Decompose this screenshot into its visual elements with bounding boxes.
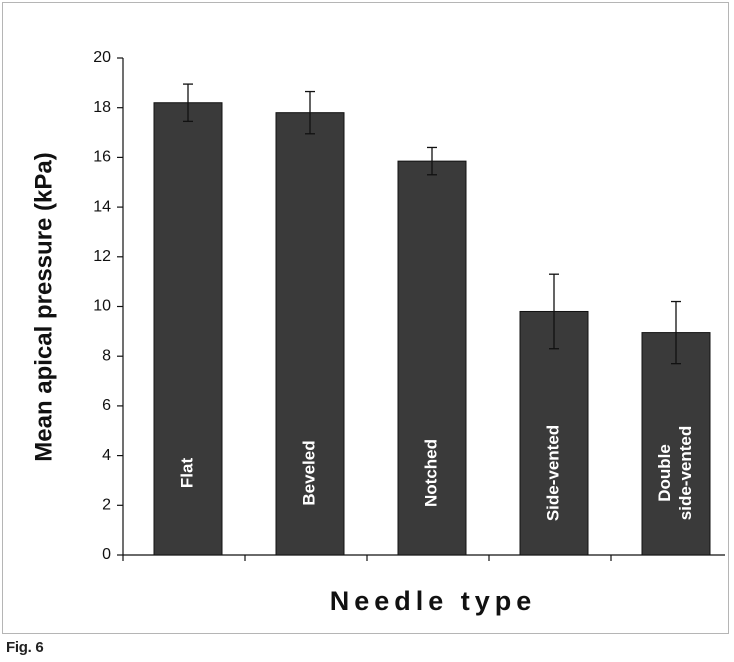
bar-label: Side-vented <box>543 425 562 521</box>
bar <box>519 310 589 556</box>
bar-labels: Flat Beveled Notched Side-vented Double side-… <box>177 425 695 521</box>
bar-label-line: Beveled <box>299 440 318 505</box>
bar-label-line: Notched <box>421 439 440 507</box>
bar-chart: 0 2 4 6 8 10 12 14 16 18 20 Flat Beveled Notched Side… <box>30 49 725 616</box>
y-tick-label: 16 <box>93 149 111 166</box>
bar <box>275 112 345 556</box>
bar-label: Notched <box>421 439 440 507</box>
bars <box>153 102 711 556</box>
bar <box>397 160 467 556</box>
y-tick-label: 4 <box>102 447 111 464</box>
bar-label: Double side-vented <box>655 426 695 520</box>
bar-label-line: side-vented <box>676 426 695 520</box>
bar-label-line: Side-vented <box>543 425 562 521</box>
bar-label-line: Flat <box>177 458 196 489</box>
y-tick-label: 14 <box>93 198 111 215</box>
y-tick-label: 2 <box>102 497 111 514</box>
bar <box>153 102 223 556</box>
y-axis-title: Mean apical pressure (kPa) <box>30 152 57 461</box>
y-axis-ticks: 0 2 4 6 8 10 12 14 16 18 20 <box>93 49 612 563</box>
y-tick-label: 6 <box>102 397 111 414</box>
error-bars <box>183 83 681 365</box>
y-tick-label: 0 <box>102 546 111 563</box>
y-tick-label: 10 <box>93 298 111 315</box>
bar-label-line: Double <box>655 444 674 502</box>
figure-frame <box>2 2 729 634</box>
y-tick-label: 18 <box>93 99 111 116</box>
x-axis-title: Needle type <box>330 586 537 616</box>
y-tick-label: 12 <box>93 248 111 265</box>
y-tick-label: 20 <box>93 49 111 66</box>
bar-label: Flat <box>177 458 196 489</box>
figure-caption: Fig. 6 <box>6 639 44 656</box>
bar-label: Beveled <box>299 440 318 505</box>
bar <box>641 332 711 556</box>
y-tick-label: 8 <box>102 347 111 364</box>
